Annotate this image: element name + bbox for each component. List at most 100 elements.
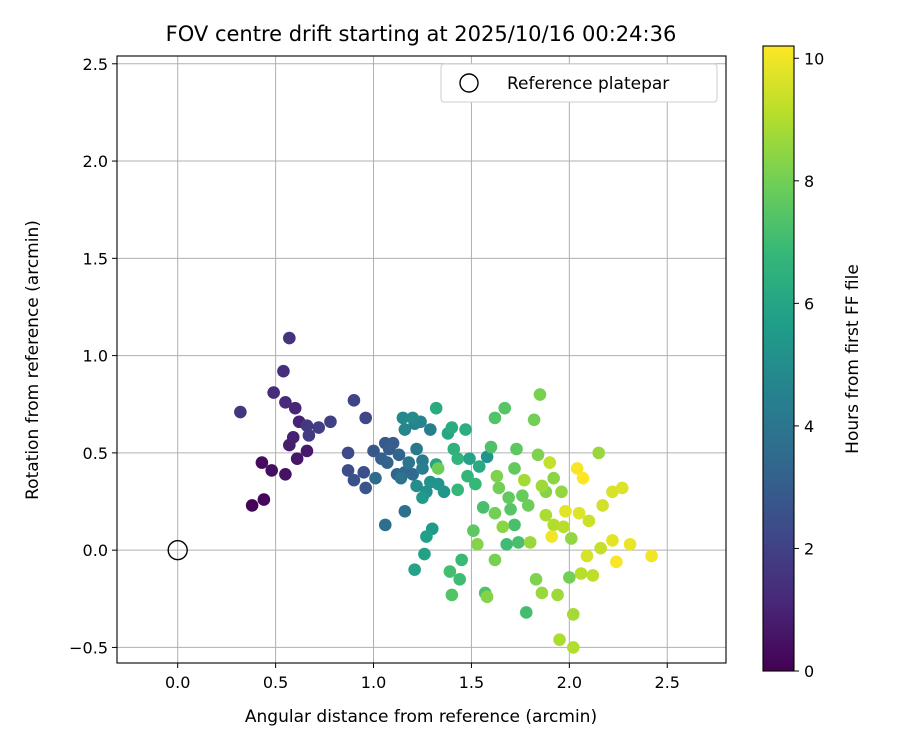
data-point (437, 485, 451, 499)
y-tick-label: 1.0 (83, 347, 108, 366)
data-point (459, 423, 472, 436)
data-point (312, 421, 325, 434)
data-point (518, 473, 531, 487)
grid-lines (117, 56, 726, 663)
data-point (555, 485, 568, 499)
data-point (615, 481, 629, 495)
data-point (359, 411, 372, 425)
data-point (521, 499, 535, 512)
data-point (531, 448, 545, 462)
reference-marker-icon (167, 539, 188, 561)
data-point (302, 429, 316, 442)
data-point (543, 456, 557, 469)
data-point (496, 520, 510, 534)
data-point (455, 553, 468, 567)
data-point (418, 547, 431, 561)
data-point (529, 573, 543, 586)
data-point (471, 538, 484, 551)
data-point (488, 553, 502, 567)
data-point (535, 479, 549, 493)
data-point (283, 331, 296, 345)
data-point (410, 479, 423, 493)
data-point (324, 415, 337, 429)
data-point (279, 396, 292, 409)
data-point (502, 491, 515, 504)
data-point (300, 419, 314, 432)
data-point (398, 504, 412, 518)
x-tick-label: 2.5 (655, 673, 680, 692)
y-tick-label: −0.5 (69, 638, 108, 657)
data-point (480, 590, 494, 604)
data-point (553, 633, 566, 646)
x-tick-label: 0.0 (165, 673, 190, 692)
data-point (300, 444, 314, 458)
plot-frame (116, 55, 727, 664)
data-point (508, 518, 521, 532)
data-point (382, 442, 396, 456)
data-point (572, 506, 586, 520)
colorbar-tick-label: 2 (804, 539, 814, 558)
data-point (359, 481, 372, 495)
data-point (500, 538, 513, 551)
x-tick-label: 0.5 (263, 673, 288, 692)
data-point (445, 421, 459, 434)
data-point (420, 530, 433, 543)
data-point (576, 471, 590, 485)
data-point (467, 524, 480, 538)
data-point (519, 606, 533, 619)
legend: Reference platepar (440, 63, 718, 103)
data-point (490, 469, 504, 483)
data-point (545, 530, 559, 543)
data-point (341, 464, 355, 477)
data-point (582, 514, 596, 528)
data-point (596, 499, 609, 512)
data-point (431, 462, 445, 475)
legend-box (440, 63, 718, 103)
data-point (416, 491, 429, 504)
data-point (623, 538, 637, 551)
data-point (547, 471, 560, 485)
data-point (566, 608, 580, 621)
data-point (277, 364, 290, 378)
y-tick-label: 2.5 (83, 55, 108, 74)
data-point (559, 504, 572, 518)
data-point (347, 473, 361, 487)
data-point (645, 549, 658, 563)
y-tick-label: 1.5 (83, 249, 108, 268)
data-point (488, 411, 502, 425)
data-point (472, 460, 486, 473)
data-point (398, 423, 412, 436)
data-point (551, 588, 564, 602)
data-point (523, 536, 537, 549)
data-point (557, 520, 570, 534)
x-tick-label: 1.0 (361, 673, 386, 692)
data-points (234, 331, 658, 654)
colorbar-tick-label: 8 (804, 172, 814, 191)
data-point (565, 532, 578, 545)
data-point (484, 440, 498, 454)
y-tick-label: 0.0 (83, 541, 108, 560)
data-point (394, 471, 408, 485)
data-point (402, 456, 416, 469)
colorbar-tick-label: 0 (804, 662, 814, 681)
data-point (512, 536, 525, 549)
y-tick-label: 2.0 (83, 152, 108, 171)
colorbar-label: Hours from first FF file (843, 264, 863, 454)
data-point (461, 469, 474, 483)
data-point (380, 456, 394, 469)
x-axis-ticks: 0.0 0.5 1.0 1.5 2.0 2.5 (165, 663, 680, 692)
data-point (396, 411, 410, 425)
data-point (504, 503, 517, 516)
data-point (463, 452, 476, 466)
data-point (267, 386, 280, 399)
data-point (547, 518, 560, 532)
data-point (288, 401, 302, 415)
data-point (369, 471, 382, 485)
data-point (610, 555, 623, 569)
data-point (516, 489, 529, 502)
data-point (508, 462, 521, 475)
data-point (606, 534, 619, 547)
data-point (286, 431, 300, 444)
data-point (480, 450, 494, 464)
